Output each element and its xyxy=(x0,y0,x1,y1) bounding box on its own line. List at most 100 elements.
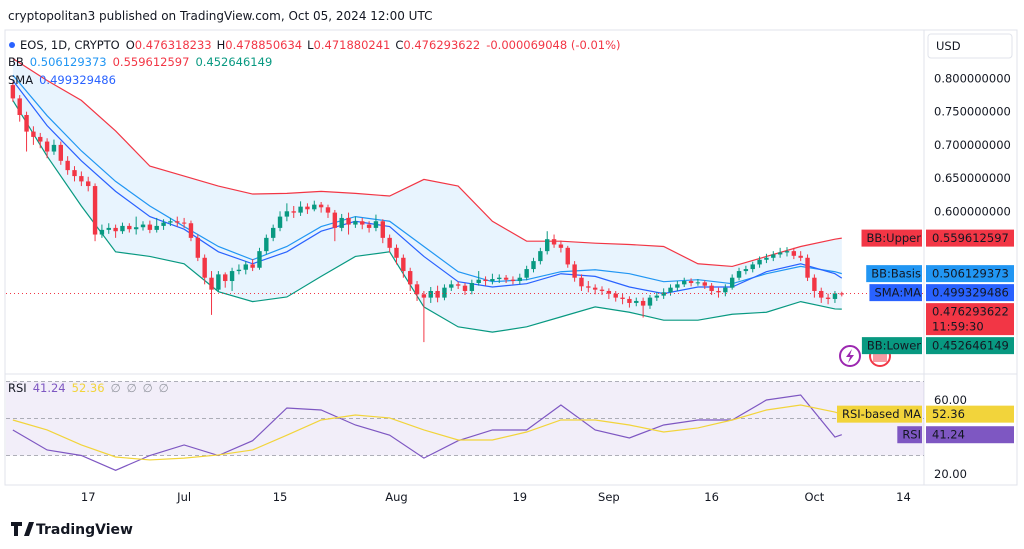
legend-value: 52.36 xyxy=(72,381,105,395)
placeholder: ∅ xyxy=(159,381,169,395)
candle-body xyxy=(668,287,673,293)
tag-name-box xyxy=(861,337,922,355)
legend-value: 0.506129373 xyxy=(30,55,107,69)
candle-body xyxy=(284,211,290,217)
candle-body xyxy=(277,216,283,228)
candle-body xyxy=(819,290,824,298)
x-tick-label: 16 xyxy=(704,490,719,504)
candle-body xyxy=(449,284,454,288)
candle-body xyxy=(120,225,125,232)
tag-name-box xyxy=(861,229,922,247)
y-tick-label: 0.600000000 xyxy=(934,204,1011,218)
candle-body xyxy=(675,284,680,288)
price-tag: 0.499329486 SMA:MA xyxy=(869,284,1014,302)
candle-body xyxy=(325,207,331,213)
candle-body xyxy=(503,277,509,280)
ohlc-letter: O xyxy=(126,38,135,52)
ohlc-value: 0.476318233 xyxy=(135,38,212,52)
candle-body xyxy=(736,271,742,278)
candle-body xyxy=(538,251,543,262)
candle-body xyxy=(757,259,762,265)
candle-body xyxy=(565,247,570,265)
tag-value: 11:59:30 xyxy=(932,320,984,334)
ohlc-letter: H xyxy=(217,38,226,52)
candle-body xyxy=(812,277,817,291)
x-tick-label: 17 xyxy=(81,490,96,504)
candle-body xyxy=(332,212,338,228)
candle-body xyxy=(154,225,159,230)
candle-body xyxy=(661,292,666,296)
chart-frame xyxy=(4,29,1018,486)
candle-body xyxy=(414,284,420,295)
candle-body xyxy=(606,290,612,294)
candle-body xyxy=(517,277,523,282)
publisher: cryptopolitan3 published on TradingView.… xyxy=(8,9,432,23)
candle-body xyxy=(140,224,146,228)
candle-body xyxy=(168,221,173,223)
ohlc-letter: L xyxy=(307,38,314,52)
candle-body xyxy=(243,264,248,270)
candle-body xyxy=(312,204,317,210)
candle-body xyxy=(305,206,310,210)
candle-body xyxy=(229,271,235,282)
currency: USD xyxy=(936,39,961,53)
candle-body xyxy=(86,181,91,187)
legend-row: EOS, 1D, CRYPTO O0.476318233 H0.478850634 L… xyxy=(20,38,621,52)
candle-body xyxy=(394,247,399,258)
candle-body xyxy=(223,274,228,282)
ohlc-value: 0.476293622 xyxy=(403,38,480,52)
candle-body xyxy=(777,252,783,255)
candle-body xyxy=(366,224,372,228)
candle-body xyxy=(764,257,769,260)
price-tag: 52.36 RSI-based MA xyxy=(837,405,1014,423)
x-tick-label: Jul xyxy=(176,490,191,504)
candle-body xyxy=(188,223,194,238)
legend-value: 0.499329486 xyxy=(39,73,116,87)
candle-body xyxy=(161,222,166,226)
candle-body xyxy=(106,227,111,230)
tag-name: SMA:MA xyxy=(874,286,921,300)
candle-body xyxy=(832,293,838,299)
candle-body xyxy=(99,229,105,235)
legend-row: SMA 0.499329486 xyxy=(8,73,116,87)
tag-value: 0.559612597 xyxy=(932,231,1009,245)
legend-value: 0.559612597 xyxy=(113,55,190,69)
candle-body xyxy=(24,115,29,132)
candle-body xyxy=(654,295,660,298)
candle-body xyxy=(442,287,447,298)
candle-body xyxy=(270,227,276,238)
candle-body xyxy=(729,277,735,288)
candle-body xyxy=(586,286,591,288)
candle-body xyxy=(784,251,790,253)
candle-body xyxy=(421,294,427,298)
candle-body xyxy=(647,297,653,306)
candle-body xyxy=(318,204,324,208)
candle-body xyxy=(579,277,584,287)
price-tag: 0.559612597 BB:Upper xyxy=(861,229,1014,247)
tag-value-box xyxy=(926,426,1014,444)
bb-fill xyxy=(12,58,842,333)
x-tick-label: Aug xyxy=(385,490,407,504)
rsi-line xyxy=(12,394,842,471)
candle-body xyxy=(79,176,84,182)
candle-body xyxy=(58,144,64,161)
candle-body xyxy=(805,257,810,278)
candle-body xyxy=(688,281,694,284)
currency-box[interactable] xyxy=(927,33,1013,59)
candle-body xyxy=(572,264,577,278)
tag-value-box xyxy=(926,303,1014,336)
candle-body xyxy=(133,227,139,230)
x-tick-label: 15 xyxy=(273,490,288,504)
candle-body xyxy=(401,257,406,272)
rsi-line xyxy=(12,404,842,461)
indicator-line xyxy=(12,74,842,285)
rsi-title: RSI xyxy=(8,381,27,395)
candle-body xyxy=(702,282,707,286)
candle-body xyxy=(627,298,632,303)
candle-body xyxy=(640,300,646,306)
candle-body xyxy=(31,131,36,137)
candle-body xyxy=(791,251,797,256)
candle-body xyxy=(798,255,803,258)
